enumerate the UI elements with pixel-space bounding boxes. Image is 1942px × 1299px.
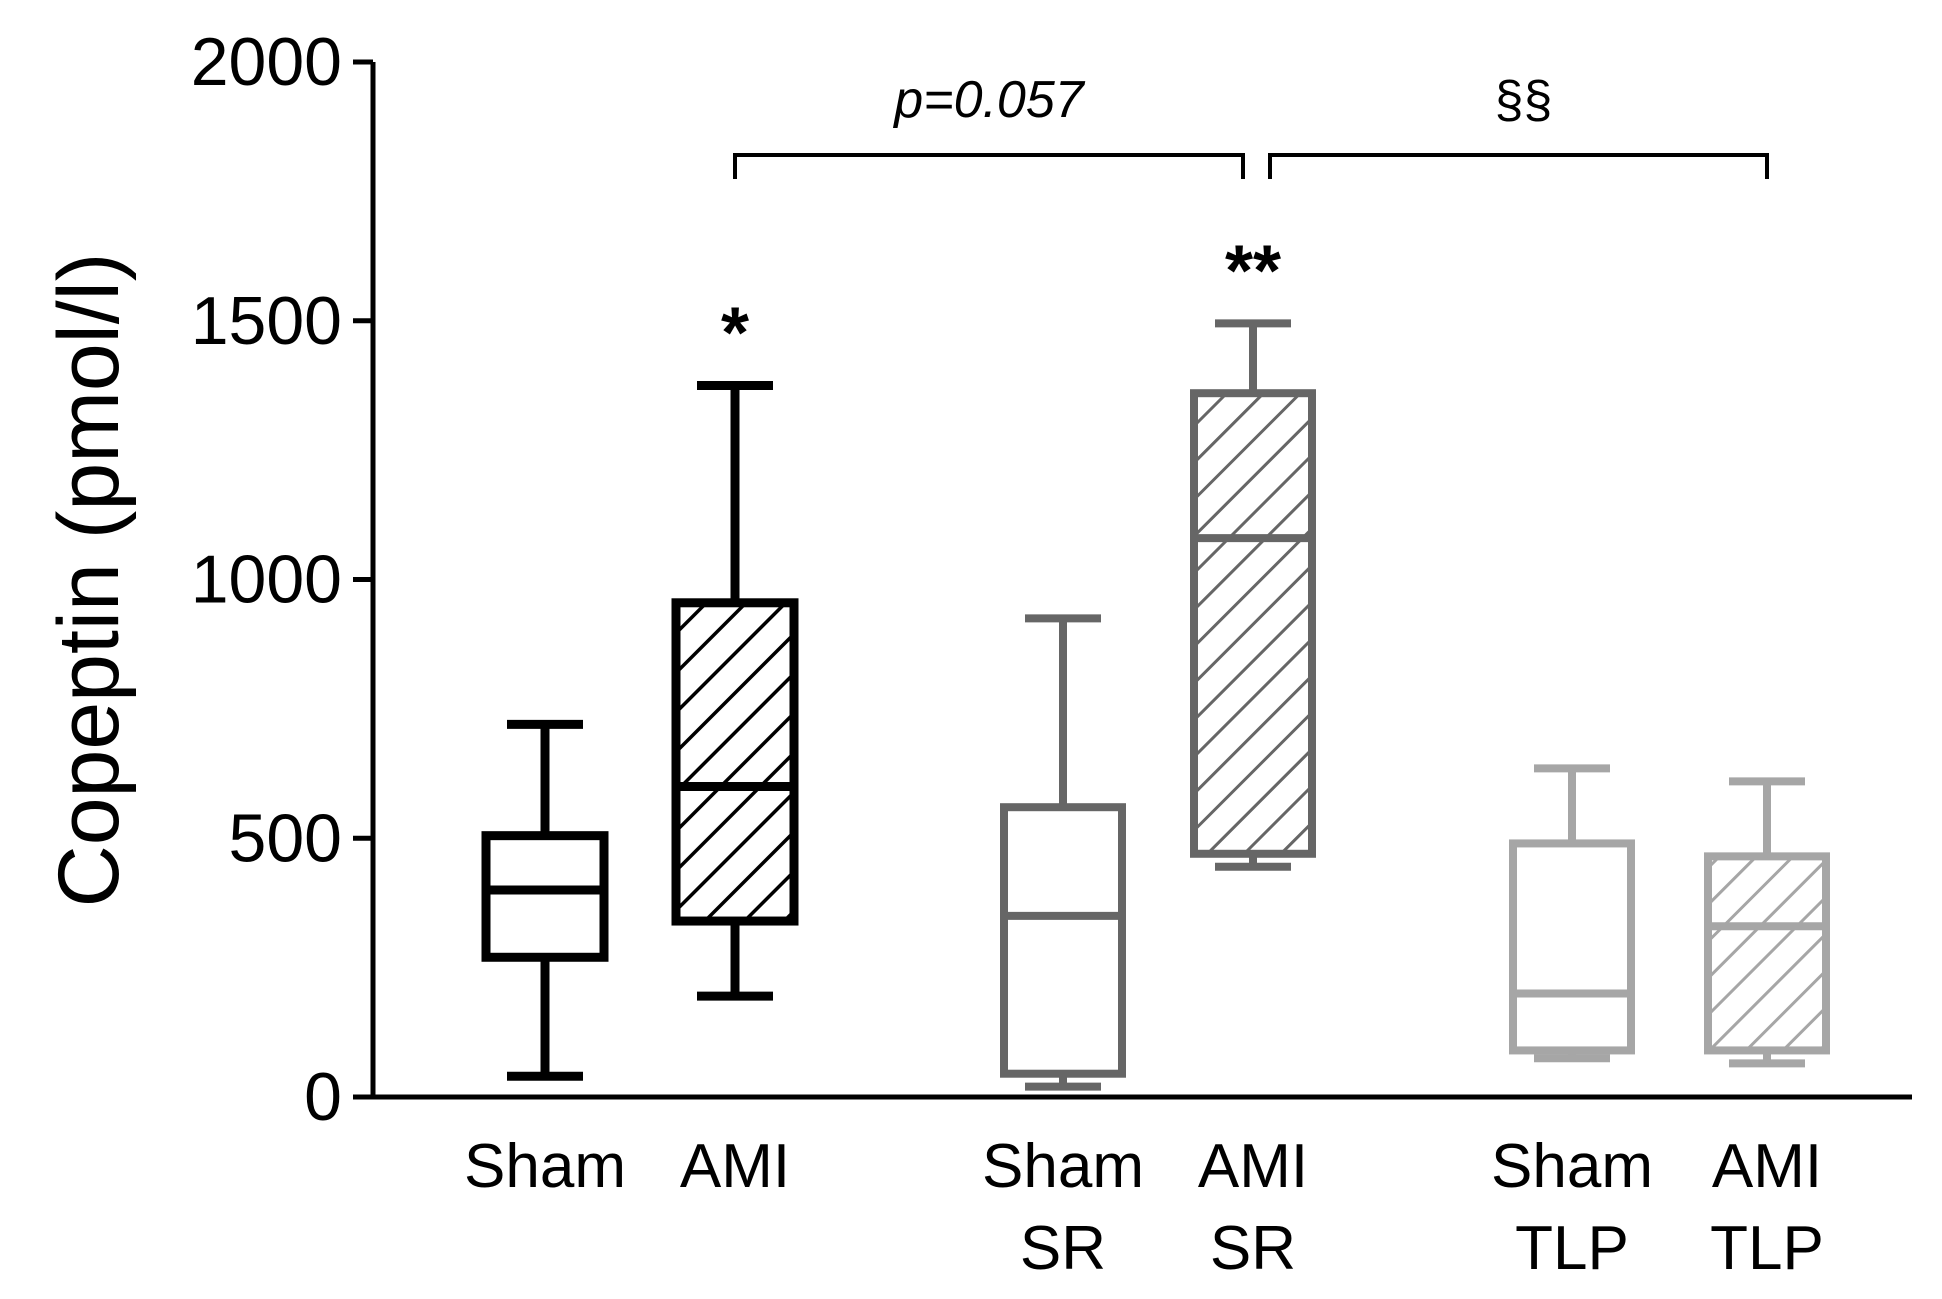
y-tick-label: 1000	[191, 542, 342, 618]
y-tick-label: 500	[229, 800, 342, 876]
iqr-box	[1000, 803, 1126, 1078]
x-category-label: SR	[1210, 1214, 1296, 1283]
y-axis-title: Copeptin (pmol/l)	[41, 253, 137, 908]
box-sham-sr	[1000, 614, 1126, 1091]
comparison-label: p=0.057	[892, 71, 1085, 129]
x-category-label: Sham	[464, 1132, 626, 1201]
box-sham	[481, 719, 609, 1081]
y-tick-label: 1500	[191, 283, 342, 359]
box-ami-sr	[1190, 319, 1316, 871]
bracket-line	[733, 152, 1245, 179]
iqr-box	[481, 831, 609, 962]
x-category-label: AMI	[680, 1132, 790, 1201]
box-sham-tlp	[1509, 764, 1635, 1063]
comparison-bracket: p=0.057	[733, 71, 1245, 179]
comparison-bracket: §§	[1268, 71, 1769, 179]
significance-marker: *	[721, 293, 749, 373]
iqr-box	[1704, 852, 1830, 1055]
x-category-label: AMI	[1712, 1132, 1822, 1201]
y-tick-label: 0	[304, 1059, 342, 1135]
bracket-line	[1268, 152, 1769, 179]
x-category-label: Sham	[1491, 1132, 1653, 1201]
significance-marker: **	[1225, 231, 1281, 311]
x-category-label: SR	[1020, 1214, 1106, 1283]
x-category-label: TLP	[1515, 1214, 1629, 1283]
box-ami-tlp	[1704, 777, 1830, 1068]
comparison-label: §§	[1495, 71, 1553, 129]
iqr-box	[671, 598, 799, 926]
box-ami	[671, 380, 799, 1001]
x-category-label: TLP	[1710, 1214, 1824, 1283]
iqr-box	[1190, 389, 1316, 858]
y-tick-label: 2000	[191, 24, 342, 100]
iqr-box	[1509, 839, 1635, 1055]
x-category-label: AMI	[1198, 1132, 1308, 1201]
x-category-label: Sham	[982, 1132, 1144, 1201]
